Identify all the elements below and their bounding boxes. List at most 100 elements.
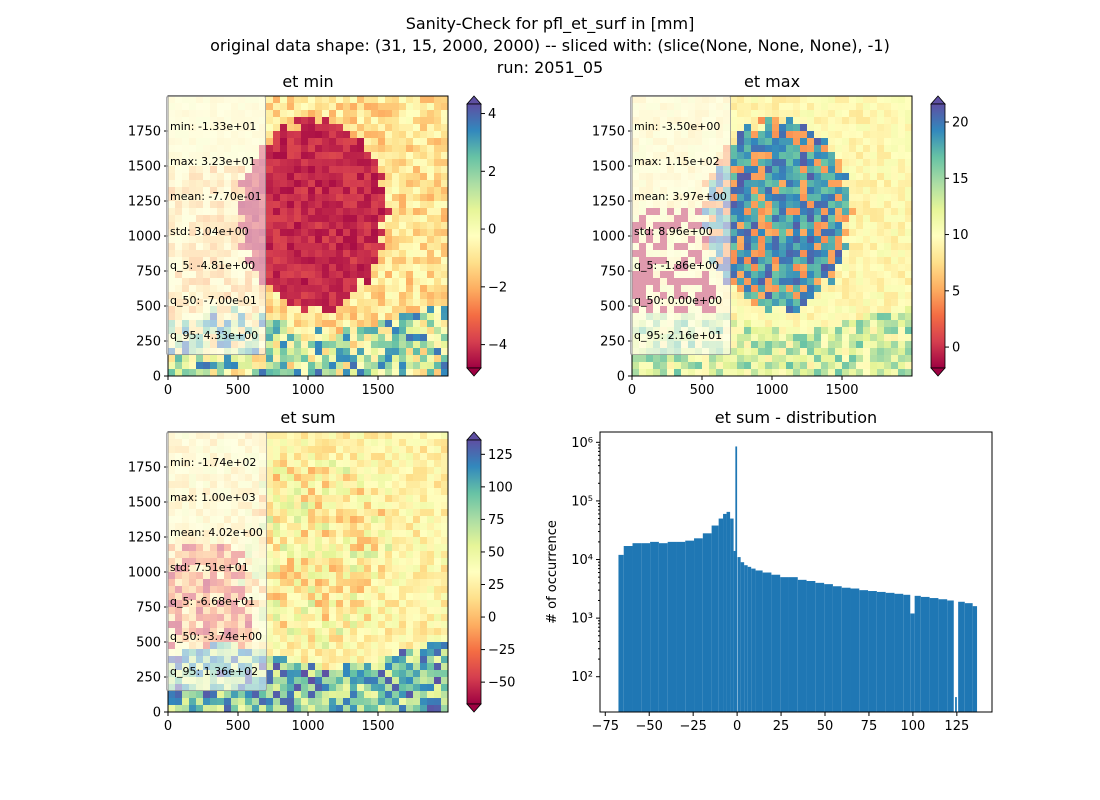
map-cell <box>273 684 281 692</box>
map-cell <box>329 166 337 174</box>
map-cell <box>287 257 295 265</box>
map-cell <box>863 306 871 314</box>
map-cell <box>399 334 407 342</box>
map-cell <box>343 257 351 265</box>
map-cell <box>828 145 836 153</box>
histogram-bar <box>723 513 727 712</box>
histogram-bar <box>920 596 930 712</box>
map-cell <box>273 509 281 517</box>
map-cell <box>420 698 428 706</box>
map-cell <box>322 173 330 181</box>
map-cell <box>898 208 906 216</box>
map-cell <box>877 187 885 195</box>
map-cell <box>434 705 442 712</box>
map-cell <box>238 691 246 699</box>
map-cell <box>280 684 288 692</box>
map-cell <box>842 96 850 104</box>
map-cell <box>399 348 407 356</box>
map-cell <box>357 138 365 146</box>
map-cell <box>308 488 316 496</box>
map-cell <box>343 586 351 594</box>
map-cell <box>364 145 372 153</box>
map-cell <box>814 201 822 209</box>
map-cell <box>294 579 302 587</box>
map-cell <box>842 257 850 265</box>
map-cell <box>350 257 358 265</box>
map-cell <box>287 544 295 552</box>
map-cell <box>378 187 386 195</box>
map-cell <box>350 495 358 503</box>
map-cell <box>357 257 365 265</box>
map-cell <box>392 306 400 314</box>
map-cell <box>434 572 442 580</box>
map-cell <box>842 166 850 174</box>
map-cell <box>322 299 330 307</box>
map-cell <box>357 243 365 251</box>
map-cell <box>751 110 759 118</box>
map-cell <box>807 264 815 272</box>
map-cell <box>434 355 442 363</box>
map-cell <box>905 152 912 160</box>
map-cell <box>793 103 801 111</box>
map-cell <box>849 299 857 307</box>
map-cell <box>371 117 379 125</box>
map-cell <box>427 558 435 566</box>
map-cell <box>427 299 435 307</box>
colorbar-tick-label: 50 <box>488 545 505 560</box>
map-cell <box>392 586 400 594</box>
map-cell <box>364 607 372 615</box>
map-cell <box>765 96 773 104</box>
map-cell <box>434 516 442 524</box>
map-cell <box>877 271 885 279</box>
map-cell <box>828 257 836 265</box>
map-cell <box>392 565 400 573</box>
map-cell <box>392 341 400 349</box>
map-cell <box>266 236 274 244</box>
map-cell <box>273 579 281 587</box>
map-cell <box>294 145 302 153</box>
map-cell <box>849 313 857 321</box>
map-cell <box>399 138 407 146</box>
map-cell <box>730 313 738 321</box>
map-cell <box>371 110 379 118</box>
map-cell <box>350 103 358 111</box>
map-cell <box>744 201 752 209</box>
map-cell <box>301 285 309 293</box>
map-cell <box>371 663 379 671</box>
map-cell <box>294 551 302 559</box>
map-cell <box>856 355 864 363</box>
map-cell <box>877 180 885 188</box>
map-cell <box>800 187 808 195</box>
map-cell <box>660 355 668 363</box>
map-cell <box>392 117 400 125</box>
map-cell <box>779 341 787 349</box>
map-cell <box>884 313 892 321</box>
map-cell <box>821 215 829 223</box>
map-cell <box>371 607 379 615</box>
map-cell <box>336 292 344 300</box>
map-cell <box>420 481 428 489</box>
map-cell <box>849 187 857 195</box>
map-cell <box>385 600 393 608</box>
map-cell <box>294 250 302 258</box>
map-cell <box>828 96 836 104</box>
map-cell <box>308 103 316 111</box>
map-cell <box>420 502 428 510</box>
map-cell <box>434 523 442 531</box>
map-cell <box>364 215 372 223</box>
map-cell <box>336 642 344 650</box>
map-cell <box>814 306 822 314</box>
map-cell <box>336 460 344 468</box>
map-cell <box>294 124 302 132</box>
map-cell <box>427 691 435 699</box>
map-cell <box>343 495 351 503</box>
map-cell <box>392 138 400 146</box>
map-cell <box>765 215 773 223</box>
map-cell <box>385 355 393 363</box>
map-cell <box>308 572 316 580</box>
map-cell <box>730 348 738 356</box>
map-cell <box>821 222 829 230</box>
map-cell <box>217 355 225 363</box>
histogram-bar <box>718 518 724 712</box>
map-cell <box>266 593 274 601</box>
